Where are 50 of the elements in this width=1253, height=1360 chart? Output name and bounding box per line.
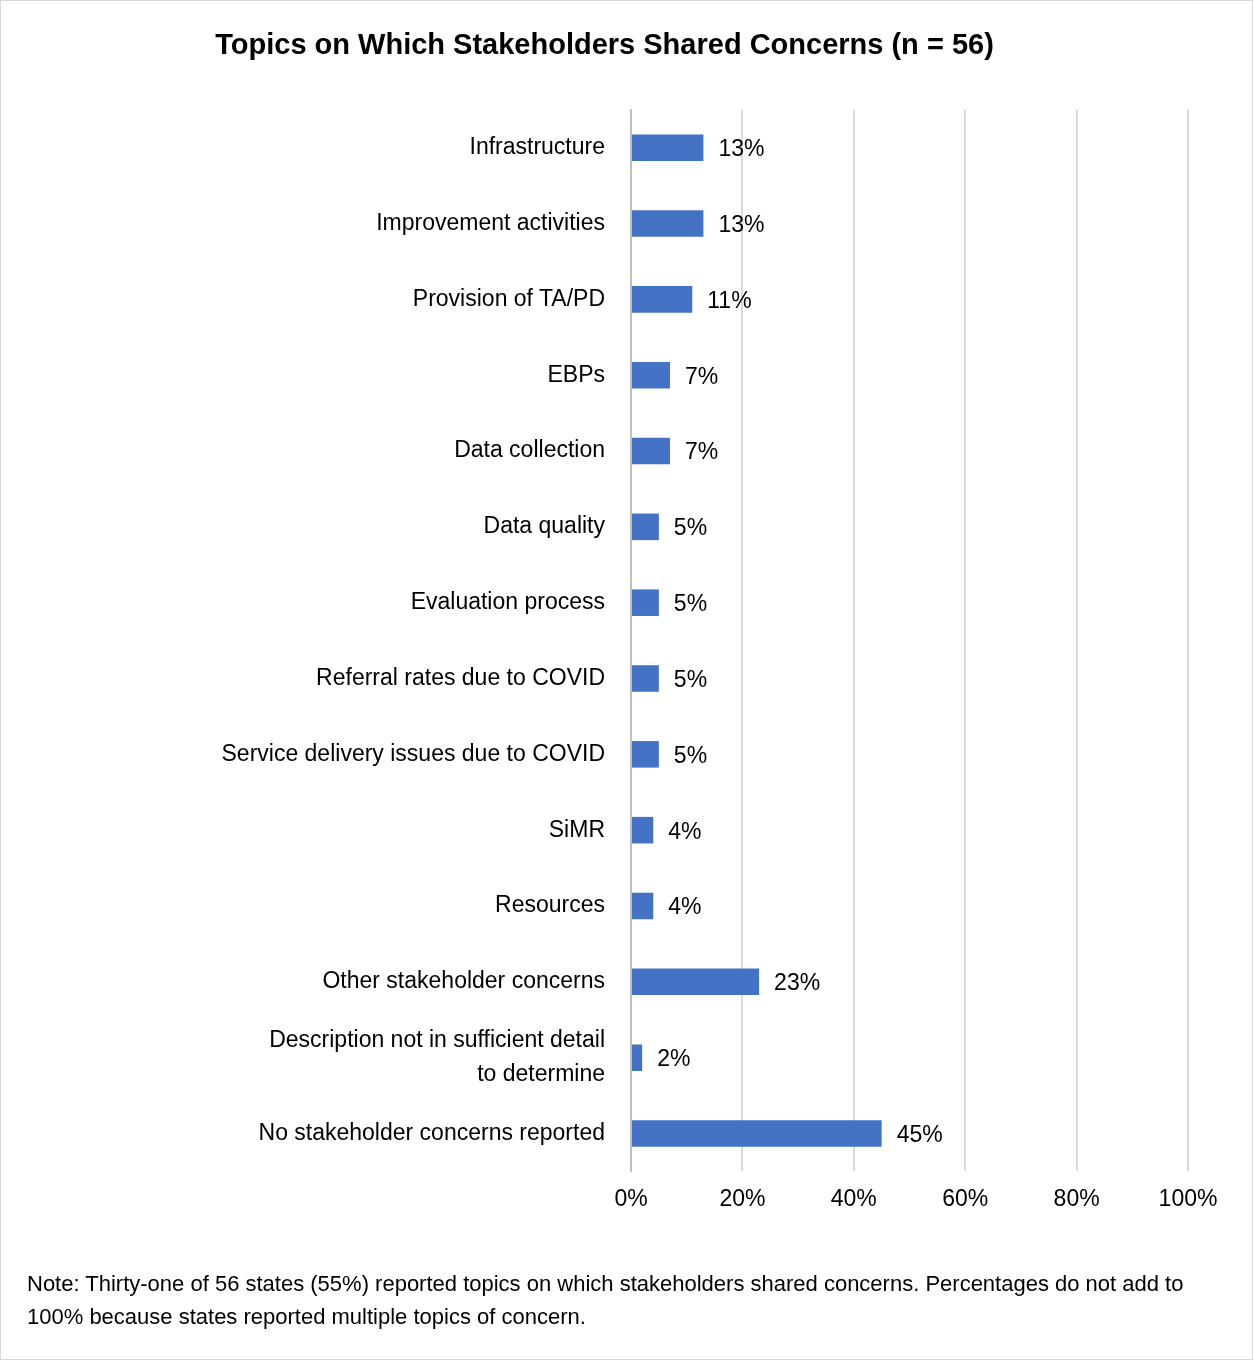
y-tick-label: Other stakeholder concerns <box>322 967 605 994</box>
bar <box>632 1120 882 1147</box>
bar <box>632 361 670 389</box>
y-tick-label: Referral rates due to COVID <box>316 663 605 690</box>
y-tick-label: Service delivery issues due to COVID <box>221 739 605 766</box>
data-label: 7% <box>684 438 719 465</box>
data-label: 13% <box>718 135 765 162</box>
data-label: 13% <box>718 210 765 237</box>
data-label: 5% <box>673 590 708 617</box>
data-label: 2% <box>657 1045 691 1071</box>
data-label: 7% <box>684 362 719 389</box>
data-label: 23% <box>774 969 821 996</box>
data-label: 5% <box>673 741 708 768</box>
bar <box>632 210 704 237</box>
x-tick-label: 40% <box>830 1184 877 1211</box>
y-tick-label: Infrastructure <box>469 133 605 160</box>
bar <box>632 1044 643 1071</box>
data-label: 11% <box>707 286 752 313</box>
y-tick-label: Data collection <box>454 436 605 463</box>
y-tick-label: EBPs <box>547 360 605 387</box>
bar <box>632 589 659 616</box>
bar <box>632 968 760 996</box>
y-tick-label: Resources <box>495 891 605 918</box>
y-tick-label: Improvement activities <box>376 208 605 235</box>
data-label: 4% <box>668 893 702 920</box>
x-tick-label: 80% <box>1053 1184 1100 1211</box>
data-label: 5% <box>673 514 708 541</box>
bar <box>632 816 654 844</box>
y-tick-label: SiMR <box>548 815 605 842</box>
bar <box>632 134 704 161</box>
x-tick-label: 20% <box>719 1184 766 1211</box>
y-tick-label: Provision of TA/PD <box>412 284 605 311</box>
y-tick-label: Description not in sufficient detail to determine <box>269 1025 605 1087</box>
bar <box>632 665 659 692</box>
data-label: 4% <box>668 817 702 844</box>
y-tick-label: Evaluation process <box>410 588 605 615</box>
bar <box>632 741 659 768</box>
data-label: 5% <box>673 665 708 692</box>
data-label: 45% <box>896 1120 943 1147</box>
x-tick-label: 100% <box>1158 1184 1218 1211</box>
bar <box>632 437 670 465</box>
text: Note: Thirty-one of 56 states (55%) reported topics on which stakeholders shared concerns. Percentages do not add to 100% because states reported multiple topics of concern. <box>27 1270 1185 1331</box>
chart-title: Topics on Which Stakeholders Shared Concerns (n = 56) <box>215 28 994 61</box>
bar <box>632 513 659 541</box>
bar <box>632 286 693 313</box>
x-tick-label: 0% <box>614 1184 648 1211</box>
y-tick-label: Data quality <box>483 512 606 539</box>
y-tick-label: No stakeholder concerns reported <box>258 1118 605 1145</box>
bar <box>632 892 654 920</box>
x-tick-label: 60% <box>942 1184 989 1211</box>
